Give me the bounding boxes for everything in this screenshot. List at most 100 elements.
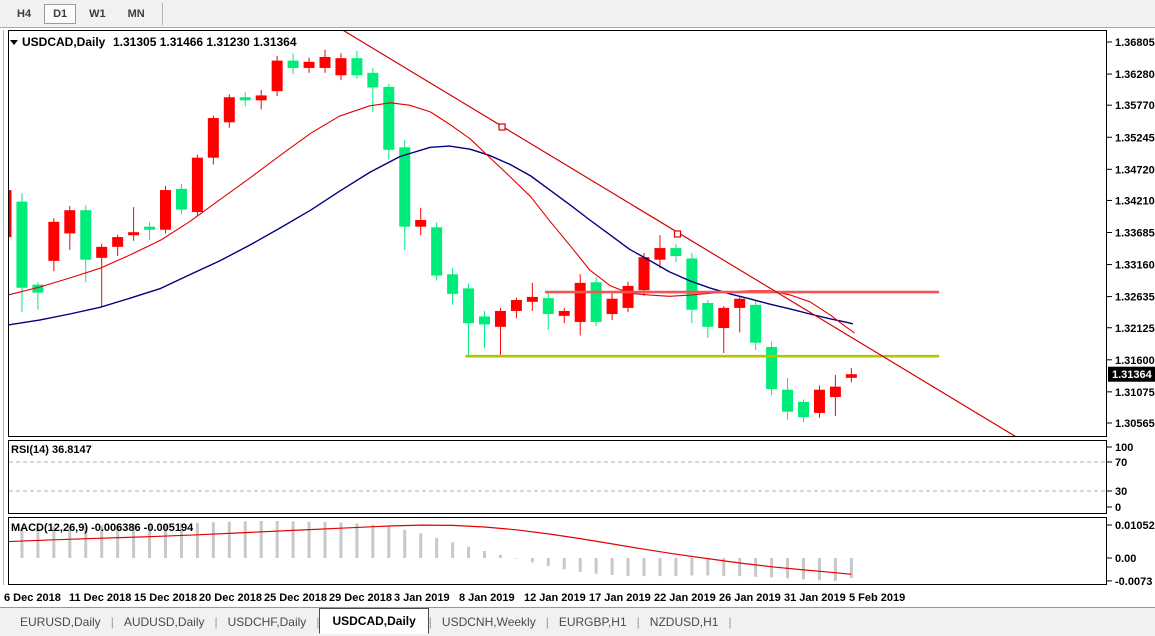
candle-body <box>383 86 395 150</box>
candle-body <box>351 58 363 76</box>
candle-body <box>813 389 825 413</box>
tab-divider: | <box>110 615 114 629</box>
candle-body <box>335 58 347 76</box>
candle-body <box>686 258 698 310</box>
price-tick-label: 1.31075 <box>1115 387 1155 399</box>
rsi-tick-label: 70 <box>1115 457 1127 469</box>
candle-body <box>494 310 506 327</box>
candle-body <box>542 298 554 315</box>
tab-divider: | <box>316 615 320 629</box>
candle-body <box>96 246 108 258</box>
candle-body <box>287 60 299 68</box>
candle-body <box>750 304 762 343</box>
tab-divider: | <box>214 615 218 629</box>
candle-body <box>319 56 331 68</box>
candle-body <box>175 188 187 210</box>
macd-tick-label: 0.010525 <box>1115 520 1155 532</box>
price-tick-label: 1.34720 <box>1115 164 1155 176</box>
candle-body <box>829 386 841 398</box>
candle-body <box>479 316 490 325</box>
tab-eurusd-daily[interactable]: EURUSD,Daily <box>20 615 101 629</box>
date-label: 20 Dec 2018 <box>199 592 262 604</box>
candle-body <box>415 219 427 227</box>
price-tick-label: 1.36280 <box>1115 69 1155 81</box>
current-price-label: 1.31364 <box>1112 369 1153 381</box>
date-label: 5 Feb 2019 <box>849 592 905 604</box>
macd-panel[interactable] <box>8 517 1107 585</box>
symbol-dropdown-icon[interactable] <box>10 40 18 45</box>
tab-eurgbp-h1[interactable]: EURGBP,H1 <box>558 615 627 629</box>
candle-body <box>447 274 459 294</box>
candle-body <box>32 284 44 293</box>
slow-ma-line <box>9 145 854 326</box>
candles <box>9 49 857 423</box>
rsi-axis: 100 70 30 0 <box>1107 442 1133 514</box>
rsi-label: RSI(14) 36.8147 <box>11 444 92 456</box>
candle-body <box>638 257 650 291</box>
candle-body <box>367 72 379 88</box>
date-axis[interactable]: 6 Dec 2018 11 Dec 2018 15 Dec 2018 20 Dec 2… <box>4 592 905 604</box>
candle-body <box>574 282 586 322</box>
tab-nzdusd-h1[interactable]: NZDUSD,H1 <box>649 615 719 629</box>
macd-axis: 0.010525 0.00 -0.0073 <box>1107 520 1155 588</box>
tab-usdcnh-weekly[interactable]: USDCNH,Weekly <box>441 615 536 629</box>
macd-tick-label: -0.0073 <box>1115 576 1152 588</box>
date-label: 6 Dec 2018 <box>4 592 61 604</box>
chart-title-symbol: USDCAD,Daily <box>22 35 106 49</box>
price-tick-label: 1.31600 <box>1115 355 1155 367</box>
date-label: 29 Dec 2018 <box>329 592 392 604</box>
date-label: 22 Jan 2019 <box>654 592 716 604</box>
tab-divider: | <box>728 615 732 629</box>
timeframe-toolbar: H4 D1 W1 MN <box>0 0 1155 28</box>
candle-body <box>766 346 778 390</box>
timeframe-button-d1[interactable]: D1 <box>44 3 77 24</box>
candle-body <box>48 221 60 261</box>
tab-usdcad-daily[interactable]: USDCAD,Daily <box>319 608 429 634</box>
candle-body <box>670 248 682 257</box>
candle-body <box>718 307 730 329</box>
candle-body <box>463 288 475 324</box>
candle-body <box>798 401 809 418</box>
tab-audusd-daily[interactable]: AUDUSD,Daily <box>123 615 205 629</box>
price-tick-label: 1.33685 <box>1115 228 1155 240</box>
date-label: 26 Jan 2019 <box>719 592 781 604</box>
tab-divider: | <box>545 615 549 629</box>
rsi-tick-label: 30 <box>1115 486 1127 498</box>
candle-body <box>782 389 794 412</box>
candle-body <box>702 303 714 327</box>
tab-divider: | <box>428 615 432 629</box>
timeframe-button-h4[interactable]: H4 <box>17 7 32 20</box>
tab-usdchf-daily[interactable]: USDCHF,Daily <box>227 615 307 629</box>
rsi-panel[interactable] <box>8 440 1107 514</box>
price-tick-label: 1.35245 <box>1115 132 1155 144</box>
rsi-layer <box>9 461 1106 492</box>
candle-body <box>606 298 618 315</box>
candle-body <box>239 97 251 101</box>
candle-body <box>654 248 666 260</box>
trendline-marker[interactable] <box>498 123 506 131</box>
trendline-marker[interactable] <box>673 230 682 238</box>
candle-body <box>255 95 267 101</box>
macd-tick-label: 0.00 <box>1115 553 1136 565</box>
price-tick-label: 1.32635 <box>1115 292 1155 304</box>
timeframe-button-mn[interactable]: MN <box>127 7 145 20</box>
candle-body <box>271 60 283 92</box>
macd-signal-line <box>9 524 852 575</box>
candle-body <box>845 374 857 378</box>
rsi-tick-label: 100 <box>1115 442 1133 454</box>
timeframe-button-w1[interactable]: W1 <box>89 7 106 20</box>
rsi-tick-label: 0 <box>1115 502 1121 514</box>
chart-title-ohlc: 1.31305 1.31466 1.31230 1.31364 <box>113 35 297 49</box>
date-label: 31 Jan 2019 <box>784 592 846 604</box>
candle-body <box>431 227 443 276</box>
price-axis[interactable]: 1.36805 1.36280 1.35770 1.35245 1.34720 1.342… <box>1107 37 1155 430</box>
date-label: 15 Dec 2018 <box>134 592 197 604</box>
candle-body <box>160 190 171 230</box>
main-chart-panel[interactable] <box>8 30 1107 437</box>
candle-body <box>399 147 411 227</box>
price-tick-label: 1.35770 <box>1115 100 1155 112</box>
date-label: 3 Jan 2019 <box>394 592 450 604</box>
candle-body <box>303 61 315 68</box>
candle-body <box>16 201 28 288</box>
